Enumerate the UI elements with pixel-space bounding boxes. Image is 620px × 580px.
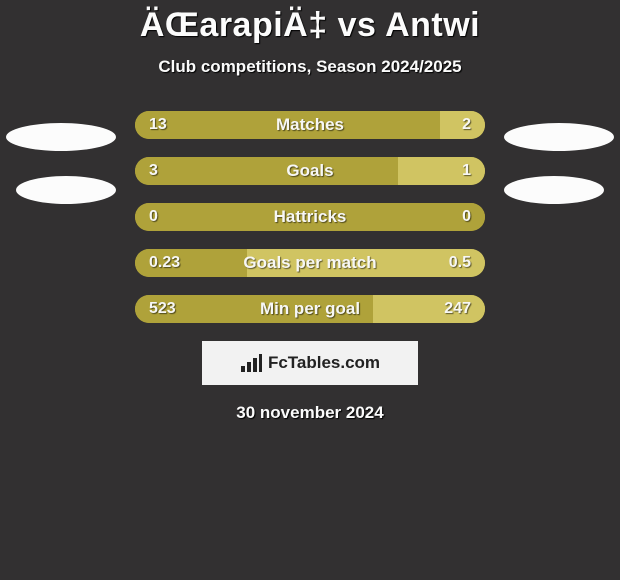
stat-bar-left — [135, 111, 440, 139]
stat-bars: 13 2 Matches 3 1 Goals 0 0 Hattricks 0.2… — [135, 111, 485, 323]
stats-card: ÄŒarapiÄ‡ vs Antwi Club competitions, Se… — [0, 0, 620, 580]
stat-row-matches: 13 2 Matches — [135, 111, 485, 139]
stat-row-goals: 3 1 Goals — [135, 157, 485, 185]
stat-bar-right — [398, 157, 486, 185]
stat-row-min-per-goal: 523 247 Min per goal — [135, 295, 485, 323]
stat-value-right: 0 — [462, 203, 471, 231]
stat-value-left: 3 — [149, 157, 158, 185]
footer-date: 30 november 2024 — [0, 403, 620, 423]
stat-bar-left — [135, 203, 485, 231]
stat-row-hattricks: 0 0 Hattricks — [135, 203, 485, 231]
team-left-badge-1 — [6, 123, 116, 151]
stat-value-left: 523 — [149, 295, 176, 323]
stat-value-right: 247 — [444, 295, 471, 323]
stat-value-left: 0 — [149, 203, 158, 231]
stat-row-goals-per-match: 0.23 0.5 Goals per match — [135, 249, 485, 277]
stat-value-left: 0.23 — [149, 249, 180, 277]
stat-bar-left — [135, 157, 398, 185]
team-right-badge-1 — [504, 123, 614, 151]
watermark-text: FcTables.com — [268, 353, 380, 373]
stat-value-left: 13 — [149, 111, 167, 139]
bar-chart-icon — [240, 354, 262, 372]
stat-value-right: 0.5 — [449, 249, 471, 277]
watermark: FcTables.com — [202, 341, 418, 385]
stat-value-right: 1 — [462, 157, 471, 185]
team-right-badge-2 — [504, 176, 604, 204]
season-subtitle: Club competitions, Season 2024/2025 — [0, 57, 620, 77]
team-left-badge-2 — [16, 176, 116, 204]
stat-value-right: 2 — [462, 111, 471, 139]
page-title: ÄŒarapiÄ‡ vs Antwi — [0, 6, 620, 45]
